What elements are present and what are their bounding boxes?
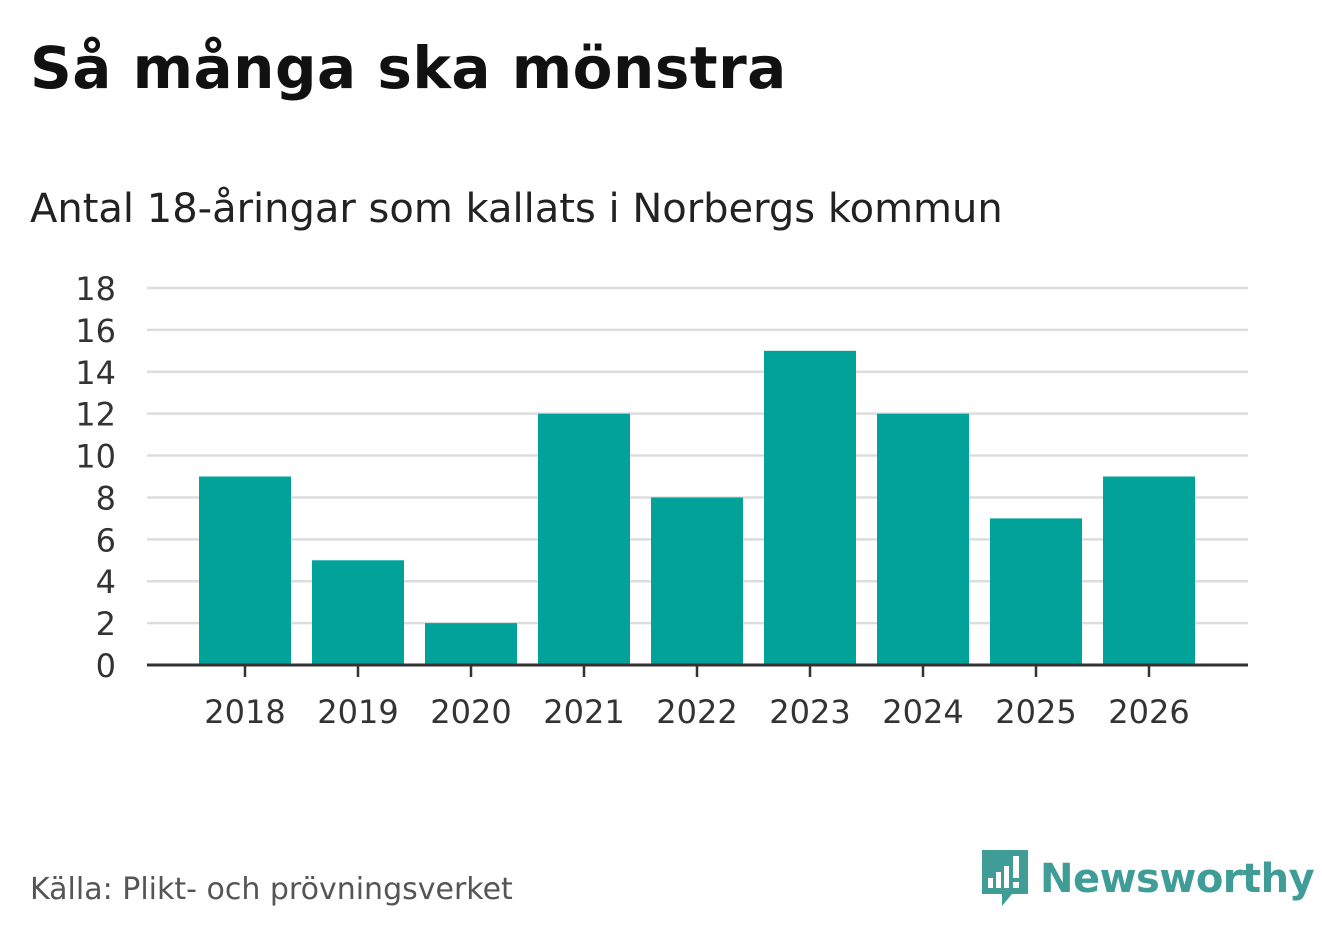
bar-2018 [199,476,291,665]
x-tick-label: 2024 [882,693,963,731]
y-tick-label: 4 [96,563,116,601]
bar-2021 [538,413,630,665]
bar-2019 [312,560,404,665]
bar-2022 [651,497,743,665]
newsworthy-logo-icon [982,850,1028,906]
bar-2025 [990,518,1082,665]
y-tick-label: 16 [75,312,116,350]
newsworthy-logo: Newsworthy [980,848,1315,910]
y-tick-label: 10 [75,438,116,476]
x-tick-label: 2023 [769,693,850,731]
bar-2020 [425,623,517,665]
x-tick-label: 2019 [317,693,398,731]
y-tick-label: 18 [75,270,116,308]
y-tick-label: 6 [96,521,116,559]
x-tick-label: 2018 [204,693,285,731]
bar-chart: 0 2 4 6 810 12 14 16 18 2018 2019 2020 2021 2022 2023… [75,270,1248,731]
bar-2023 [764,350,856,665]
x-tick-label: 2022 [656,693,737,731]
source-note: Källa: Plikt- och prövningsverket [30,872,513,907]
y-tick-label: 14 [75,354,116,392]
x-tick-label: 2025 [995,693,1076,731]
y-axis: 0 2 4 6 810 12 14 16 18 [75,270,116,685]
x-tick-label: 2021 [543,693,624,731]
y-tick-label: 8 [96,479,116,517]
bar-2024 [877,413,969,665]
brand-name: Newsworthy [1040,856,1315,902]
x-tick-label: 2026 [1108,693,1189,731]
y-tick-label: 12 [75,396,116,434]
y-tick-label: 0 [96,647,116,685]
bar-2026 [1103,476,1195,665]
chart-subtitle: Antal 18-åringar som kallats i Norbergs … [30,186,1003,232]
chart-title: Så många ska mönstra [30,34,787,102]
y-tick-label: 2 [96,605,116,643]
x-tick-label: 2020 [430,693,511,731]
bars [199,350,1195,665]
x-axis: 2018 2019 2020 2021 2022 2023 2024 2025 2026 [147,663,1248,731]
